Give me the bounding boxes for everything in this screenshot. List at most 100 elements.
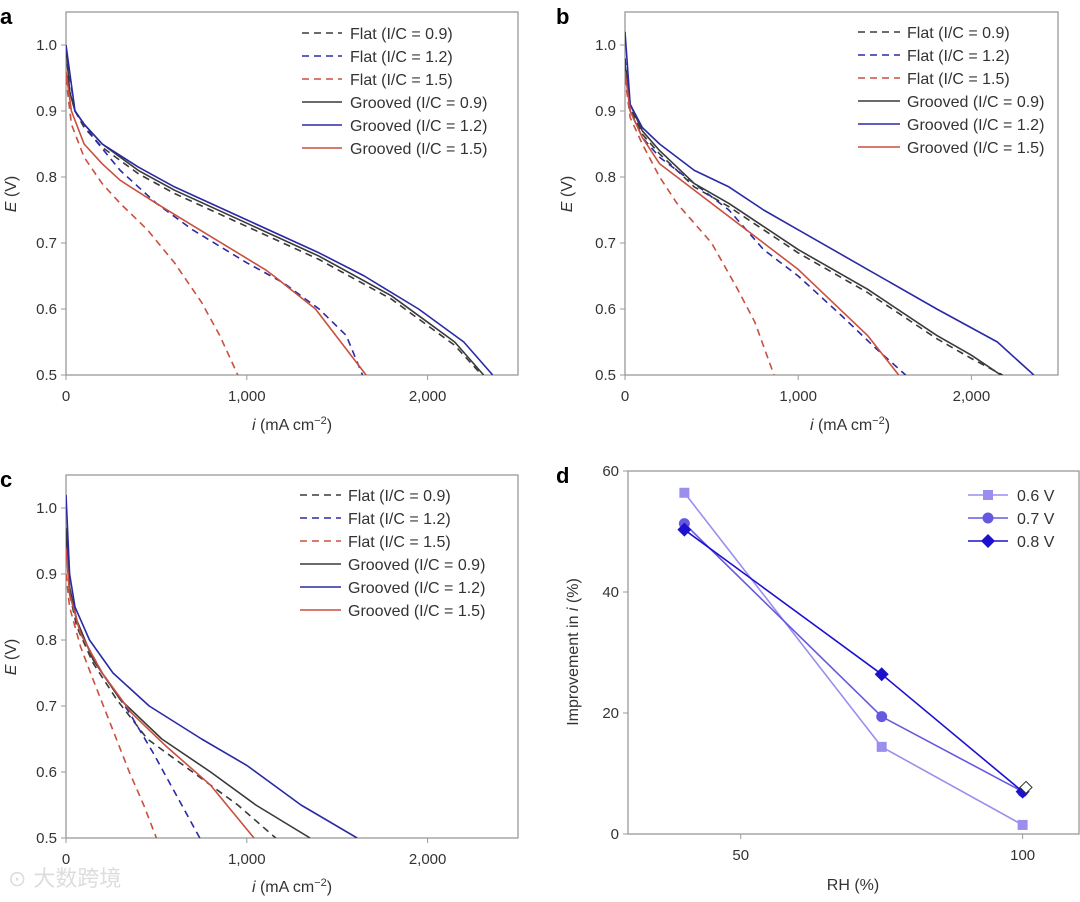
plot-frame [65, 474, 519, 839]
legend-label: Flat (I/C = 0.9) [348, 488, 451, 505]
x-tick-label: 50 [732, 847, 749, 864]
series-line-flat-i-c-1-5- [625, 77, 775, 375]
watermark: ⊙ 大数跨境 [8, 867, 121, 892]
y-tick-label: 1.0 [36, 37, 57, 54]
legend-label: Flat (I/C = 1.2) [907, 48, 1010, 65]
legend-label: Flat (I/C = 1.2) [350, 49, 453, 66]
open-diamond-marker [1019, 780, 1033, 795]
series-line-grooved-i-c-1-5- [66, 547, 255, 838]
y-tick-label: 0.6 [36, 764, 57, 781]
series-line-flat-i-c-1-2- [66, 51, 364, 375]
y-tick-label: 0.8 [36, 632, 57, 649]
panel-c: c 0 1,000 2,000 0.5 0.6 0.7 0.8 0.9 1.0 i (mA cm−2… [0, 467, 519, 896]
x-tick-label: 2,000 [409, 851, 447, 868]
y-tick-label: 0.7 [595, 235, 616, 252]
y-tick-label: 0.9 [36, 103, 57, 120]
y-tick-label: 60 [602, 463, 619, 480]
panel-letter: b [556, 4, 569, 29]
plot-frame [624, 11, 1059, 376]
y-tick-label: 0.9 [595, 103, 616, 120]
data-point [677, 522, 692, 537]
legend-label: Grooved (I/C = 1.2) [350, 118, 487, 135]
data-point [874, 667, 889, 682]
panel-a: a 0 1,000 2,000 0.5 0.6 0.7 0.8 0.9 1.0 i (mA cm−2… [0, 4, 519, 434]
y-tick-label: 0.5 [595, 367, 616, 384]
series-line-0-8-v [683, 529, 1024, 793]
series-line-grooved-i-c-1-2- [625, 31, 1035, 375]
panel-letter: a [0, 4, 13, 29]
y-tick-label: 0.6 [36, 301, 57, 318]
series-line-flat-i-c-0-9- [66, 534, 277, 838]
y-axis-label: E (V) [3, 639, 20, 675]
series-line-grooved-i-c-1-5- [66, 71, 367, 375]
panel-letter: d [556, 463, 569, 488]
legend-label: Grooved (I/C = 0.9) [348, 557, 485, 574]
legend-label: Grooved (I/C = 0.9) [350, 95, 487, 112]
legend-label: Grooved (I/C = 1.2) [348, 580, 485, 597]
y-tick-label: 40 [602, 584, 619, 601]
series-line-flat-i-c-1-5- [66, 573, 158, 838]
x-axis-label: i (mA cm−2) [810, 415, 890, 434]
x-tick-label: 0 [62, 851, 70, 868]
x-tick-label: 2,000 [953, 388, 991, 405]
legend-label: 0.6 V [1017, 488, 1055, 505]
series-line-flat-i-c-1-2- [625, 58, 907, 375]
x-axis-label: i (mA cm−2) [252, 415, 332, 434]
x-tick-label: 1,000 [779, 388, 817, 405]
legend-label: Grooved (I/C = 1.2) [907, 117, 1044, 134]
legend-marker [981, 534, 995, 548]
series-line-grooved-i-c-1-2- [66, 494, 358, 838]
legend-label: Grooved (I/C = 1.5) [350, 141, 487, 158]
legend-label: 0.7 V [1017, 511, 1055, 528]
legend-label: Flat (I/C = 1.5) [907, 71, 1010, 88]
panel-b: b 0 1,000 2,000 0.5 0.6 0.7 0.8 0.9 1.0 i (mA cm−2… [556, 4, 1059, 434]
x-tick-label: 2,000 [409, 388, 447, 405]
y-tick-label: 1.0 [595, 37, 616, 54]
y-tick-label: 0.7 [36, 698, 57, 715]
series-line-grooved-i-c-1-2- [66, 44, 494, 375]
x-axis-label: RH (%) [827, 877, 879, 894]
legend-label: Flat (I/C = 1.2) [348, 511, 451, 528]
series-line-flat-i-c-1-5- [66, 77, 239, 375]
series-line-grooved-i-c-1-5- [625, 71, 900, 375]
legend-label: Grooved (I/C = 1.5) [348, 603, 485, 620]
series-line-0-6-v [683, 492, 1023, 826]
plot-frame [65, 11, 519, 376]
legend-marker [983, 490, 993, 500]
y-tick-label: 1.0 [36, 500, 57, 517]
y-axis-label: E (V) [3, 176, 20, 212]
y-tick-label: 0 [611, 826, 619, 843]
data-point [679, 487, 690, 498]
data-point [876, 711, 888, 723]
series-line-0-7-v [683, 523, 1023, 793]
x-tick-label: 100 [1010, 847, 1035, 864]
y-tick-label: 0.7 [36, 235, 57, 252]
series-line-grooved-i-c-0-9- [66, 527, 311, 838]
x-axis-label: i (mA cm−2) [252, 877, 332, 896]
legend-label: 0.8 V [1017, 534, 1055, 551]
series-line-grooved-i-c-0-9- [625, 64, 1002, 375]
series-line-flat-i-c-0-9- [625, 64, 1003, 375]
x-tick-label: 0 [621, 388, 629, 405]
y-tick-label: 0.5 [36, 830, 57, 847]
legend-label: Flat (I/C = 0.9) [907, 25, 1010, 42]
legend-marker [982, 512, 994, 524]
series-line-flat-i-c-1-2- [66, 540, 201, 838]
y-tick-label: 0.8 [595, 169, 616, 186]
legend-label: Flat (I/C = 0.9) [350, 26, 453, 43]
x-tick-label: 1,000 [228, 851, 266, 868]
panel-d: d 50 100 0 20 40 60 RH (%) Improvement in i (%) 0… [556, 463, 1080, 894]
y-tick-label: 0.5 [36, 367, 57, 384]
y-axis-label: Improvement in i (%) [565, 578, 582, 726]
legend-label: Flat (I/C = 1.5) [350, 72, 453, 89]
y-tick-label: 20 [602, 705, 619, 722]
panel-letter: c [0, 467, 12, 492]
y-tick-label: 0.8 [36, 169, 57, 186]
x-tick-label: 1,000 [228, 388, 266, 405]
y-tick-label: 0.9 [36, 566, 57, 583]
legend-label: Flat (I/C = 1.5) [348, 534, 451, 551]
x-tick-label: 0 [62, 388, 70, 405]
data-point [1017, 819, 1028, 830]
legend-label: Grooved (I/C = 0.9) [907, 94, 1044, 111]
